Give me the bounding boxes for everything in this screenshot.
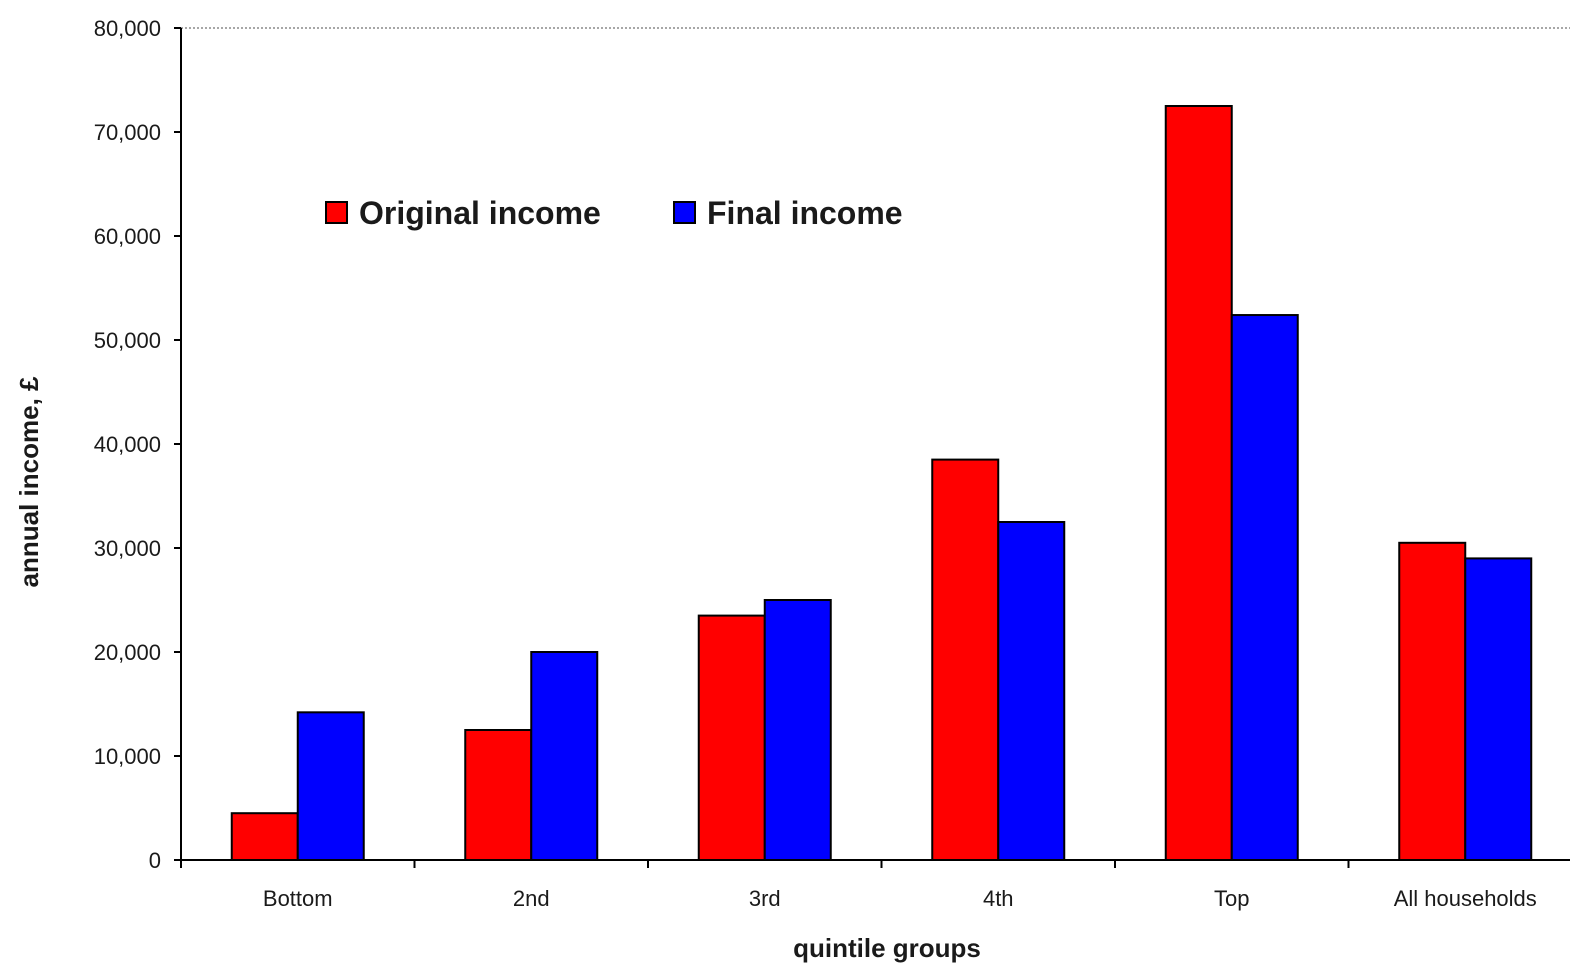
bar-final-income xyxy=(530,651,599,861)
y-tick-label: 80,000 xyxy=(94,16,161,41)
x-tick-label: 3rd xyxy=(749,886,781,911)
y-tick-label: 70,000 xyxy=(94,120,161,145)
legend-swatch-final-income xyxy=(673,201,696,224)
y-tick-label: 20,000 xyxy=(94,640,161,665)
x-tick-label: 2nd xyxy=(513,886,550,911)
legend: Original income Final income xyxy=(325,195,903,231)
bar-original-income xyxy=(931,458,1000,861)
bar-original-income xyxy=(1398,541,1467,861)
bar-original-income xyxy=(464,729,533,861)
y-tick-label: 60,000 xyxy=(94,224,161,249)
x-axis-title: quintile groups xyxy=(793,933,981,963)
y-tick-label: 10,000 xyxy=(94,744,161,769)
bar-final-income xyxy=(997,521,1066,861)
legend-swatch-original-income xyxy=(325,201,348,224)
bar-final-income xyxy=(1230,314,1299,862)
y-axis-title: annual income, £ xyxy=(14,376,44,587)
x-tick-label: All households xyxy=(1394,886,1537,911)
y-tick-label: 30,000 xyxy=(94,536,161,561)
y-tick-label: 40,000 xyxy=(94,432,161,457)
y-tick-label: 0 xyxy=(149,848,161,873)
y-tick-label: 50,000 xyxy=(94,328,161,353)
bar-final-income xyxy=(1464,557,1533,862)
x-tick-label: Bottom xyxy=(263,886,333,911)
bar-original-income xyxy=(230,812,299,862)
x-tick-label: 4th xyxy=(983,886,1014,911)
bar-original-income xyxy=(1164,105,1233,861)
bar-final-income xyxy=(296,711,365,861)
legend-label-original-income: Original income xyxy=(359,195,601,231)
x-tick-label: Top xyxy=(1214,886,1249,911)
bar-original-income xyxy=(697,614,766,861)
legend-label-final-income: Final income xyxy=(707,195,903,231)
plot-area: 0 10,000 20,000 30,000 40,000 50,000 60,000 70,… xyxy=(94,16,1570,911)
bar-final-income xyxy=(763,599,832,861)
